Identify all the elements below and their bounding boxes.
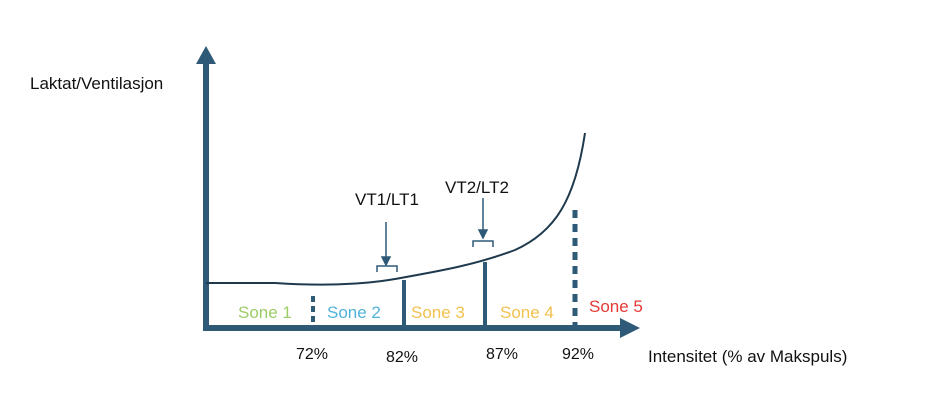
x-axis-arrow bbox=[620, 318, 640, 338]
zone-label-2: Sone 2 bbox=[327, 303, 381, 322]
zone-label-4: Sone 4 bbox=[500, 303, 554, 322]
percent-label-82: 82% bbox=[386, 349, 418, 366]
vt1-marker bbox=[376, 222, 398, 272]
vt2-marker bbox=[472, 198, 494, 247]
y-axis-arrow bbox=[196, 46, 216, 64]
y-axis-label: Laktat/Ventilasjon bbox=[30, 74, 163, 93]
percent-label-87: 87% bbox=[486, 346, 518, 363]
percent-label-72: 72% bbox=[296, 346, 328, 363]
percent-label-92: 92% bbox=[562, 346, 594, 363]
zone-label-1: Sone 1 bbox=[238, 303, 292, 322]
zone-label-3: Sone 3 bbox=[411, 303, 465, 322]
threshold-label-vt2: VT2/LT2 bbox=[445, 178, 509, 197]
x-axis-label: Intensitet (% av Makspuls) bbox=[648, 347, 847, 366]
threshold-label-vt1: VT1/LT1 bbox=[355, 190, 419, 209]
zone-label-5: Sone 5 bbox=[589, 297, 643, 316]
lactate-curve bbox=[206, 132, 586, 286]
